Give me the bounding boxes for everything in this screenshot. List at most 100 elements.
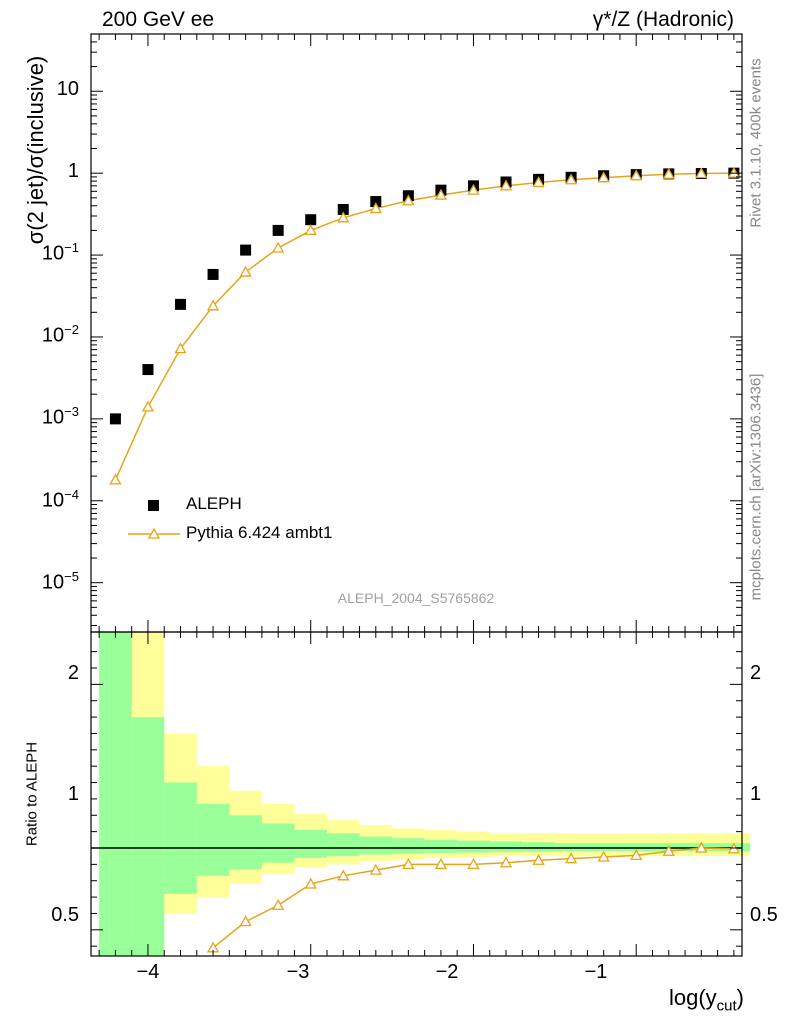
data-point [337, 203, 349, 215]
ratio-mc-point [630, 849, 643, 861]
mc-point [597, 171, 610, 183]
band-inner-bin [489, 841, 523, 853]
mc-point [630, 169, 643, 181]
mc-point [174, 342, 187, 354]
ratio-y-tick-1-left: 1 [68, 783, 79, 806]
data-point [272, 224, 284, 236]
ratio-mc-point [369, 863, 382, 875]
band-inner-bin [294, 830, 327, 858]
band-inner-bin [554, 843, 588, 852]
ratio-mc-point [337, 869, 350, 881]
band-inner-bin [99, 632, 132, 956]
main-y-tick-10: 10 [57, 78, 79, 101]
legend-mc-marker [147, 527, 161, 539]
analysis-label: ALEPH_2004_S5765862 [337, 590, 495, 606]
header-left-label: 200 GeV ee [102, 8, 215, 31]
mc-point [402, 194, 415, 206]
ratio-uncertainty-bands [99, 632, 751, 956]
ratio-y-tick-05-left: 0.5 [51, 904, 79, 927]
band-inner-bin [196, 803, 230, 876]
ratio-y-tick-1-left-text: 1 [67, 783, 79, 805]
main-y-tick-1e-2: 10−2 [41, 322, 79, 347]
main-panel-marks [109, 166, 740, 485]
rivet-label: Rivet 3.1.10, 400k events [747, 58, 765, 228]
band-inner-bin [424, 839, 458, 853]
main-y-tick-1: 1 [68, 160, 79, 183]
axis-ticks [91, 33, 742, 956]
ratio-y-tick-2-right: 2 [750, 662, 761, 685]
ratio-panel-frame [90, 631, 743, 957]
main-y-tick-10-text: 10 [56, 78, 79, 100]
band-inner-bin [457, 840, 490, 853]
mc-point [499, 179, 513, 191]
main-y-tick-1e-1: 10−1 [41, 240, 79, 265]
legend [128, 500, 180, 539]
main-y-tick-1e-4: 10−4 [41, 487, 79, 512]
band-inner-bin [359, 836, 393, 855]
mc-point [532, 176, 545, 188]
legend-data-marker [148, 500, 159, 511]
x-tick-m3: −3 [286, 961, 310, 983]
mc-point [206, 299, 220, 311]
mc-point [662, 167, 675, 179]
mc-point [565, 173, 578, 185]
x-axis-label: log(ycut) [668, 985, 744, 1015]
mc-point [239, 265, 252, 277]
ratio-y-tick-05-right-text: 0.5 [750, 904, 778, 926]
mc-point [304, 224, 317, 236]
ratio-y-tick-2-left-text: 2 [67, 662, 79, 684]
ratio-mc-point [272, 898, 285, 910]
band-inner-bin [229, 815, 262, 870]
x-tick-m1: −1 [584, 961, 608, 983]
data-point [109, 413, 121, 425]
mc-point [109, 473, 122, 485]
ratio-y-tick-2-left: 2 [68, 662, 79, 685]
ratio-y-tick-05-right: 0.5 [750, 904, 778, 927]
mc-point [434, 188, 448, 200]
data-point [240, 244, 252, 256]
mc-point [272, 241, 285, 253]
ratio-mc-point [499, 856, 513, 868]
data-point [142, 364, 154, 376]
data-point [175, 298, 187, 310]
mcplots-label: mcplots.cern.ch [arXiv:1306.3436] [747, 373, 765, 601]
main-y-tick-1e-3: 10−3 [41, 404, 79, 429]
band-inner-bin [522, 842, 555, 852]
main-y-axis-label: σ(2 jet)/σ(inclusive) [23, 55, 48, 245]
band-inner-bin [326, 833, 360, 857]
ratio-mc-point [239, 915, 252, 927]
ratio-mc-point [532, 853, 545, 865]
data-point [207, 268, 219, 280]
ratio-y-axis-label: Ratio to ALEPH [23, 741, 41, 847]
ratio-mc-point [434, 858, 448, 870]
header-right-label: γ*/Z (Hadronic) [592, 8, 734, 31]
band-inner-bin [392, 838, 425, 854]
mc-point [337, 211, 350, 223]
main-y-tick-1e-5: 10−5 [41, 569, 79, 594]
main-y-tick-1-text: 1 [67, 160, 79, 182]
ratio-mc-point [402, 858, 415, 870]
band-inner-bin [164, 782, 197, 894]
mc-point [467, 183, 480, 195]
ratio-y-tick-2-right-text: 2 [750, 662, 762, 684]
mc-point [695, 167, 708, 179]
legend-data-label: ALEPH [186, 494, 242, 513]
band-inner-bin [261, 823, 295, 863]
band-inner-bin [587, 843, 620, 852]
mc-point [141, 400, 155, 412]
data-point [370, 196, 382, 208]
data-point [305, 214, 317, 226]
ratio-mc-point [467, 858, 480, 870]
x-tick-m2: −2 [435, 961, 459, 983]
band-inner-bin [131, 717, 165, 956]
legend-mc-label: Pythia 6.424 ambt1 [186, 523, 333, 542]
band-inner-bin [619, 843, 653, 852]
mc-line [114, 172, 734, 481]
ratio-mc-point [662, 844, 675, 856]
ratio-mc-point [565, 852, 578, 864]
ratio-y-tick-1-right-text: 1 [750, 783, 762, 805]
ratio-y-tick-05-left-text: 0.5 [51, 904, 79, 926]
ratio-mc-point [304, 877, 317, 889]
ratio-mc-point [597, 850, 610, 862]
